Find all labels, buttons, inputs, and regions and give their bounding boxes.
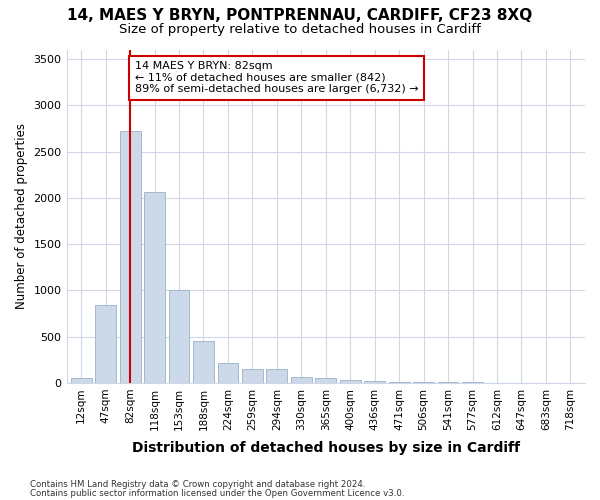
Text: 14, MAES Y BRYN, PONTPRENNAU, CARDIFF, CF23 8XQ: 14, MAES Y BRYN, PONTPRENNAU, CARDIFF, C… [67,8,533,22]
Bar [340,380,361,383]
Bar [218,363,238,383]
Bar [193,341,214,383]
Text: 14 MAES Y BRYN: 82sqm
← 11% of detached houses are smaller (842)
89% of semi-det: 14 MAES Y BRYN: 82sqm ← 11% of detached … [134,61,418,94]
Bar [389,382,410,383]
Bar [242,369,263,383]
X-axis label: Distribution of detached houses by size in Cardiff: Distribution of detached houses by size … [132,441,520,455]
Bar [120,132,140,383]
Bar [316,378,336,383]
Bar [169,290,190,383]
Bar [144,192,165,383]
Bar [413,382,434,383]
Text: Size of property relative to detached houses in Cardiff: Size of property relative to detached ho… [119,22,481,36]
Bar [437,382,458,383]
Bar [291,377,312,383]
Bar [266,370,287,383]
Bar [95,305,116,383]
Text: Contains public sector information licensed under the Open Government Licence v3: Contains public sector information licen… [30,488,404,498]
Y-axis label: Number of detached properties: Number of detached properties [15,124,28,310]
Text: Contains HM Land Registry data © Crown copyright and database right 2024.: Contains HM Land Registry data © Crown c… [30,480,365,489]
Bar [71,378,92,383]
Bar [364,380,385,383]
